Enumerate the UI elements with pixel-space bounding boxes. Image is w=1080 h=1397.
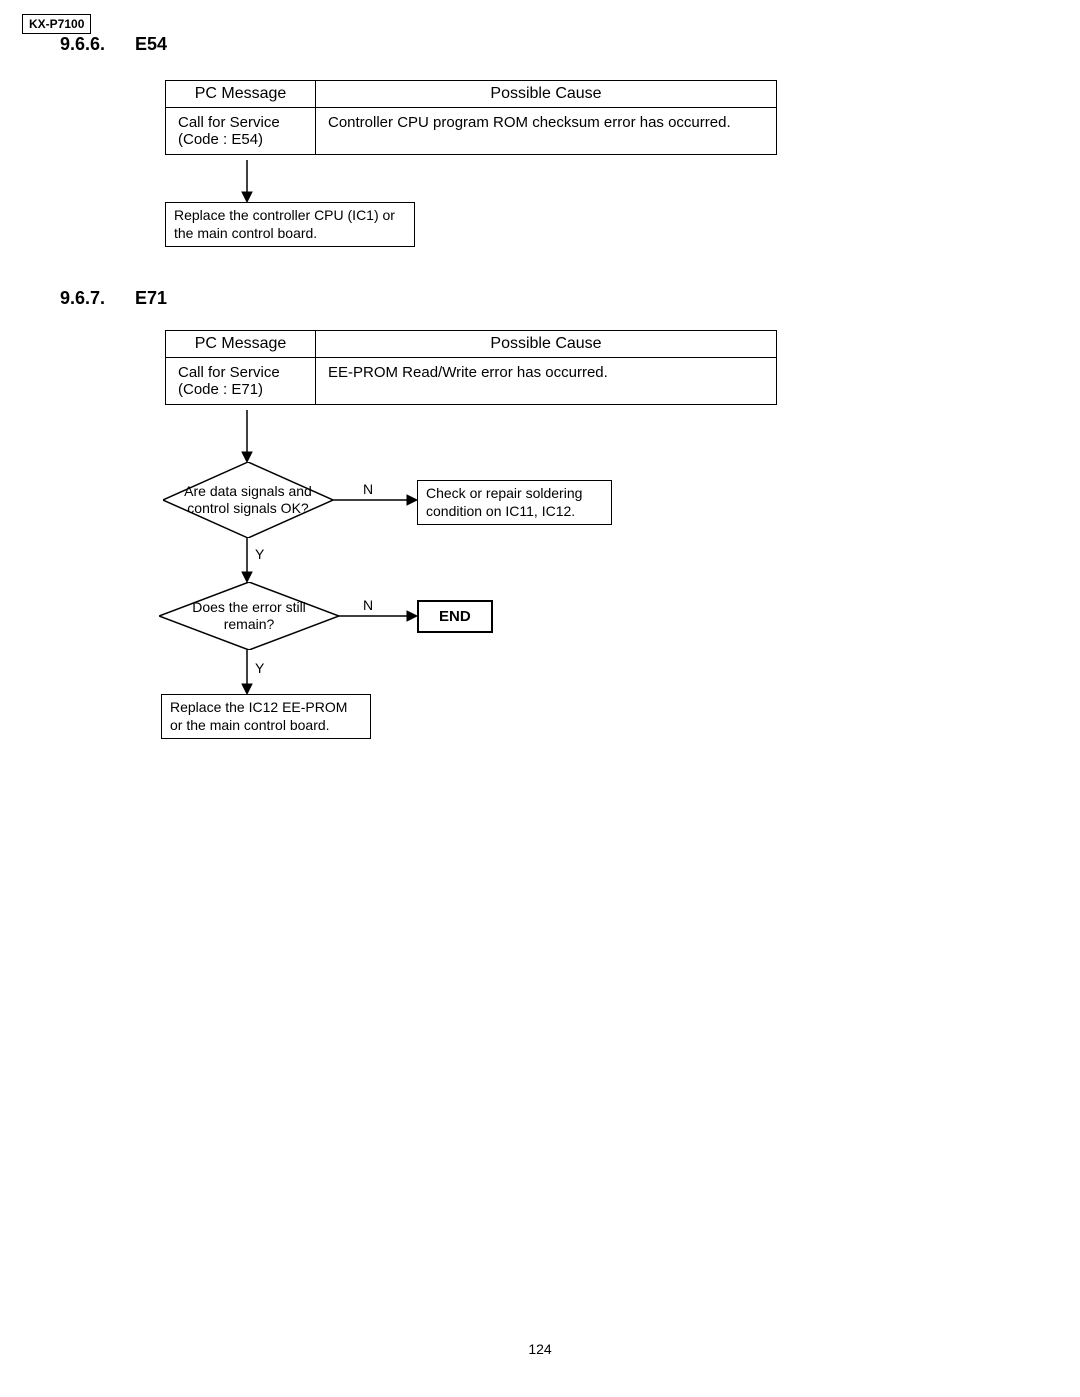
section-number-966: 9.6.6.: [60, 34, 105, 55]
model-badge: KX-P7100: [22, 14, 91, 34]
e71-d1-yes-label: Y: [255, 546, 264, 562]
e71-final-box: Replace the IC12 EE-PROM or the main con…: [161, 694, 371, 739]
page-number: 124: [0, 1341, 1080, 1357]
e71-d2-no-label: N: [363, 597, 373, 613]
e71-d2-yes-label: Y: [255, 660, 264, 676]
e71-decision2-diamond: Does the error still remain?: [159, 582, 339, 650]
e71-decision1-diamond: Are data signals and control signals OK?: [163, 462, 333, 538]
e71-action-n1-box: Check or repair soldering condition on I…: [417, 480, 612, 525]
e71-d1-no-label: N: [363, 481, 373, 497]
section-title-e71: E71: [135, 288, 167, 309]
e54-step1-box: Replace the controller CPU (IC1) or the …: [165, 202, 415, 247]
section-title-e54: E54: [135, 34, 167, 55]
e71-decision2-text: Does the error still remain?: [159, 582, 339, 650]
diagram-e54: PC Message Possible Cause Call for Servi…: [165, 80, 785, 250]
e71-end-box: END: [417, 600, 493, 633]
section-number-967: 9.6.7.: [60, 288, 105, 309]
e71-decision1-text: Are data signals and control signals OK?: [163, 462, 333, 538]
diagram-e71: PC Message Possible Cause Call for Servi…: [165, 330, 785, 770]
